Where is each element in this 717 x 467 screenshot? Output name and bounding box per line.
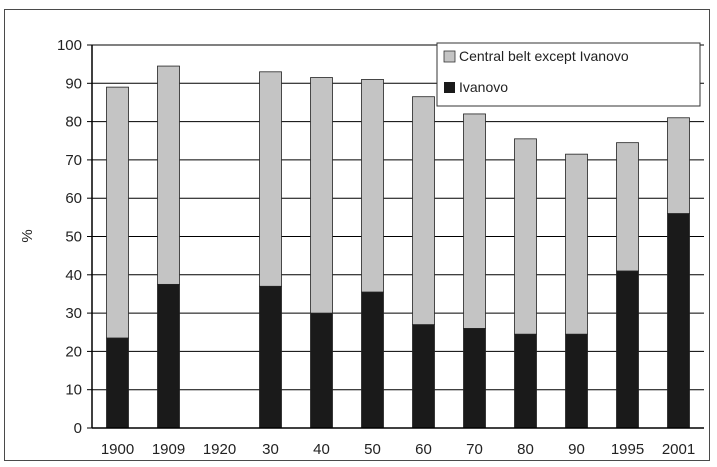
x-tick-label: 90 (568, 441, 585, 458)
legend-swatch-central-belt (443, 50, 456, 63)
bar-ivanovo-50 (361, 291, 384, 429)
bar-central-belt-1995 (616, 142, 639, 272)
legend: Central belt except Ivanovo Ivanovo (436, 42, 701, 107)
x-tick-label: 2001 (662, 441, 695, 458)
bar-central-belt-60 (412, 96, 435, 325)
bar-central-belt-30 (259, 71, 282, 287)
x-tick-label: 1909 (152, 441, 185, 458)
y-tick-label: 0 (74, 420, 82, 437)
bar-ivanovo-30 (259, 285, 282, 429)
bar-central-belt-50 (361, 79, 384, 293)
y-tick-label: 60 (65, 190, 82, 207)
y-tick-label: 90 (65, 75, 82, 92)
y-tick-label: 10 (65, 382, 82, 399)
bar-central-belt-1900 (106, 86, 129, 339)
bar-central-belt-70 (463, 113, 486, 329)
bar-ivanovo-60 (412, 324, 435, 429)
legend-label-central-belt: Central belt except Ivanovo (459, 48, 629, 64)
bar-ivanovo-1909 (157, 283, 180, 429)
x-tick-label: 1920 (203, 441, 236, 458)
y-axis-ticks: 0 10 20 30 40 50 60 70 80 90 100 (57, 37, 92, 437)
x-tick-label: 60 (415, 441, 432, 458)
bar-central-belt-2001 (667, 117, 690, 214)
x-tick-label: 1995 (611, 441, 644, 458)
legend-box (436, 42, 701, 107)
bar-ivanovo-40 (310, 312, 333, 429)
x-tick-label: 40 (313, 441, 330, 458)
x-tick-label: 80 (517, 441, 534, 458)
x-axis-ticks: 1900 1909 1920 30 40 50 60 70 80 90 1995 2001 (101, 441, 695, 458)
bar-central-belt-90 (565, 153, 588, 335)
x-tick-label: 50 (364, 441, 381, 458)
y-tick-label: 80 (65, 114, 82, 131)
bar-ivanovo-2001 (667, 213, 690, 429)
y-tick-label: 50 (65, 229, 82, 246)
y-tick-label: 40 (65, 267, 82, 284)
x-tick-label: 70 (466, 441, 483, 458)
legend-swatch-ivanovo (444, 82, 455, 93)
y-tick-label: 30 (65, 305, 82, 322)
y-tick-label: 70 (65, 152, 82, 169)
bar-central-belt-80 (514, 138, 537, 335)
bar-ivanovo-70 (463, 328, 486, 429)
y-tick-label: 100 (57, 37, 82, 54)
x-tick-label: 1900 (101, 441, 134, 458)
bar-ivanovo-90 (565, 333, 588, 429)
y-tick-label: 20 (65, 343, 82, 360)
y-axis-label: % (19, 229, 36, 242)
bar-central-belt-40 (310, 77, 333, 314)
bar-ivanovo-1900 (106, 337, 129, 429)
x-tick-label: 30 (262, 441, 279, 458)
bars (106, 65, 690, 429)
bar-ivanovo-80 (514, 333, 537, 429)
bar-ivanovo-1995 (616, 270, 639, 429)
legend-label-ivanovo: Ivanovo (459, 79, 508, 95)
bar-central-belt-1909 (157, 65, 180, 285)
